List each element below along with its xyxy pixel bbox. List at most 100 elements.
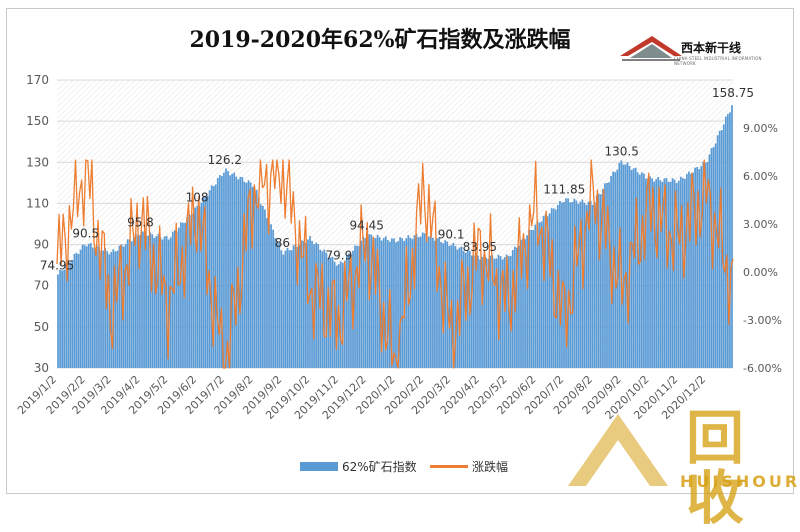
index-bar (428, 236, 430, 368)
index-bar (69, 262, 71, 368)
brand-tagline: CHINA STEEL INDUSTRIAL INFORMATION NETWO… (674, 56, 774, 66)
index-bar (127, 239, 129, 368)
data-label: 158.75 (712, 86, 754, 100)
index-bar (278, 243, 280, 368)
brand-logo: 西本新干线 CHINA STEEL INDUSTRIAL INFORMATION… (618, 32, 774, 66)
index-bar (670, 182, 672, 368)
index-bar (586, 205, 588, 368)
index-bar (633, 168, 635, 368)
index-bar (59, 270, 61, 368)
index-bar (235, 177, 237, 368)
index-bar (549, 213, 551, 368)
index-bar (422, 233, 424, 368)
index-bar (262, 206, 264, 368)
index-bar (110, 252, 112, 368)
index-bar (155, 236, 157, 368)
watermark-text: 回收 (686, 408, 790, 528)
index-bar (254, 188, 256, 368)
index-bar (223, 173, 225, 368)
index-bar (178, 228, 180, 368)
index-bar (631, 170, 633, 368)
index-bar (84, 245, 86, 368)
index-bar (346, 255, 348, 368)
index-bar (504, 257, 506, 368)
index-bar (135, 233, 137, 368)
watermark: 回收 HUISHOUREN (558, 404, 790, 496)
y-tick-label: 170 (26, 73, 49, 87)
index-bar (299, 245, 301, 368)
index-bar (201, 203, 203, 368)
y2-tick-label: -6.00% (743, 362, 782, 375)
index-bar (90, 243, 92, 368)
data-label: 111.85 (543, 183, 585, 197)
brand-name: 西本新干线 (681, 39, 741, 56)
index-bar (133, 237, 135, 368)
index-bar (569, 202, 571, 368)
index-bar (272, 230, 274, 368)
index-bar (678, 181, 680, 368)
y2-tick-label: 9.00% (743, 122, 778, 135)
index-bar (282, 255, 284, 368)
index-bar (493, 259, 495, 368)
index-bar (639, 175, 641, 368)
y-tick-label: 150 (26, 114, 49, 128)
index-bar (555, 209, 557, 368)
data-label: 90.5 (72, 227, 99, 241)
data-label: 126.2 (208, 153, 242, 167)
index-bar (287, 248, 289, 368)
index-bar (375, 238, 377, 368)
index-bar (731, 105, 733, 368)
data-label: 74.95 (40, 259, 74, 273)
y-tick-label: 30 (34, 361, 49, 375)
index-bar (231, 174, 233, 368)
index-bar (625, 164, 627, 368)
y-tick-label: 110 (26, 196, 49, 210)
index-bar (256, 190, 258, 368)
index-bar (274, 238, 276, 368)
index-bar (530, 230, 532, 368)
index-bar (623, 165, 625, 368)
index-bar (647, 179, 649, 368)
index-bar (303, 241, 305, 368)
y-tick-label: 70 (34, 279, 49, 293)
index-bar (354, 246, 356, 368)
index-bar (61, 270, 63, 368)
index-bar (477, 256, 479, 368)
index-bar (360, 241, 362, 368)
legend-line-swatch (430, 465, 468, 468)
data-label: 79.9 (326, 248, 353, 262)
index-bar (244, 182, 246, 368)
index-bar (301, 240, 303, 368)
index-bar (577, 204, 579, 368)
index-bar (260, 204, 262, 368)
data-label: 86 (275, 236, 290, 250)
index-bar (719, 131, 721, 368)
index-bar (575, 200, 577, 368)
index-bar (594, 202, 596, 368)
index-bar (92, 248, 94, 368)
index-bar (567, 198, 569, 368)
index-bar (164, 237, 166, 368)
y2-tick-label: 6.00% (743, 170, 778, 183)
index-bar (387, 240, 389, 368)
watermark-mark-icon (558, 408, 678, 488)
index-bar (88, 244, 90, 368)
y-tick-label: 90 (34, 238, 49, 252)
legend-item-change: 涨跌幅 (430, 458, 508, 475)
data-label: 90.1 (438, 227, 465, 241)
index-bar (182, 223, 184, 368)
index-bar (172, 232, 174, 368)
index-bar (106, 251, 108, 368)
index-bar (291, 250, 293, 368)
index-bar (672, 178, 674, 368)
index-bar (641, 172, 643, 368)
legend-label-change: 涨跌幅 (472, 460, 508, 474)
y2-tick-label: 3.00% (743, 218, 778, 231)
legend-bar-swatch (300, 462, 338, 471)
chart-title: 2019-2020年62%矿石指数及涨跌幅 (150, 22, 610, 54)
index-bar (430, 234, 432, 368)
index-bar (82, 245, 84, 368)
index-bar (131, 241, 133, 368)
y2-tick-label: -3.00% (743, 314, 782, 327)
